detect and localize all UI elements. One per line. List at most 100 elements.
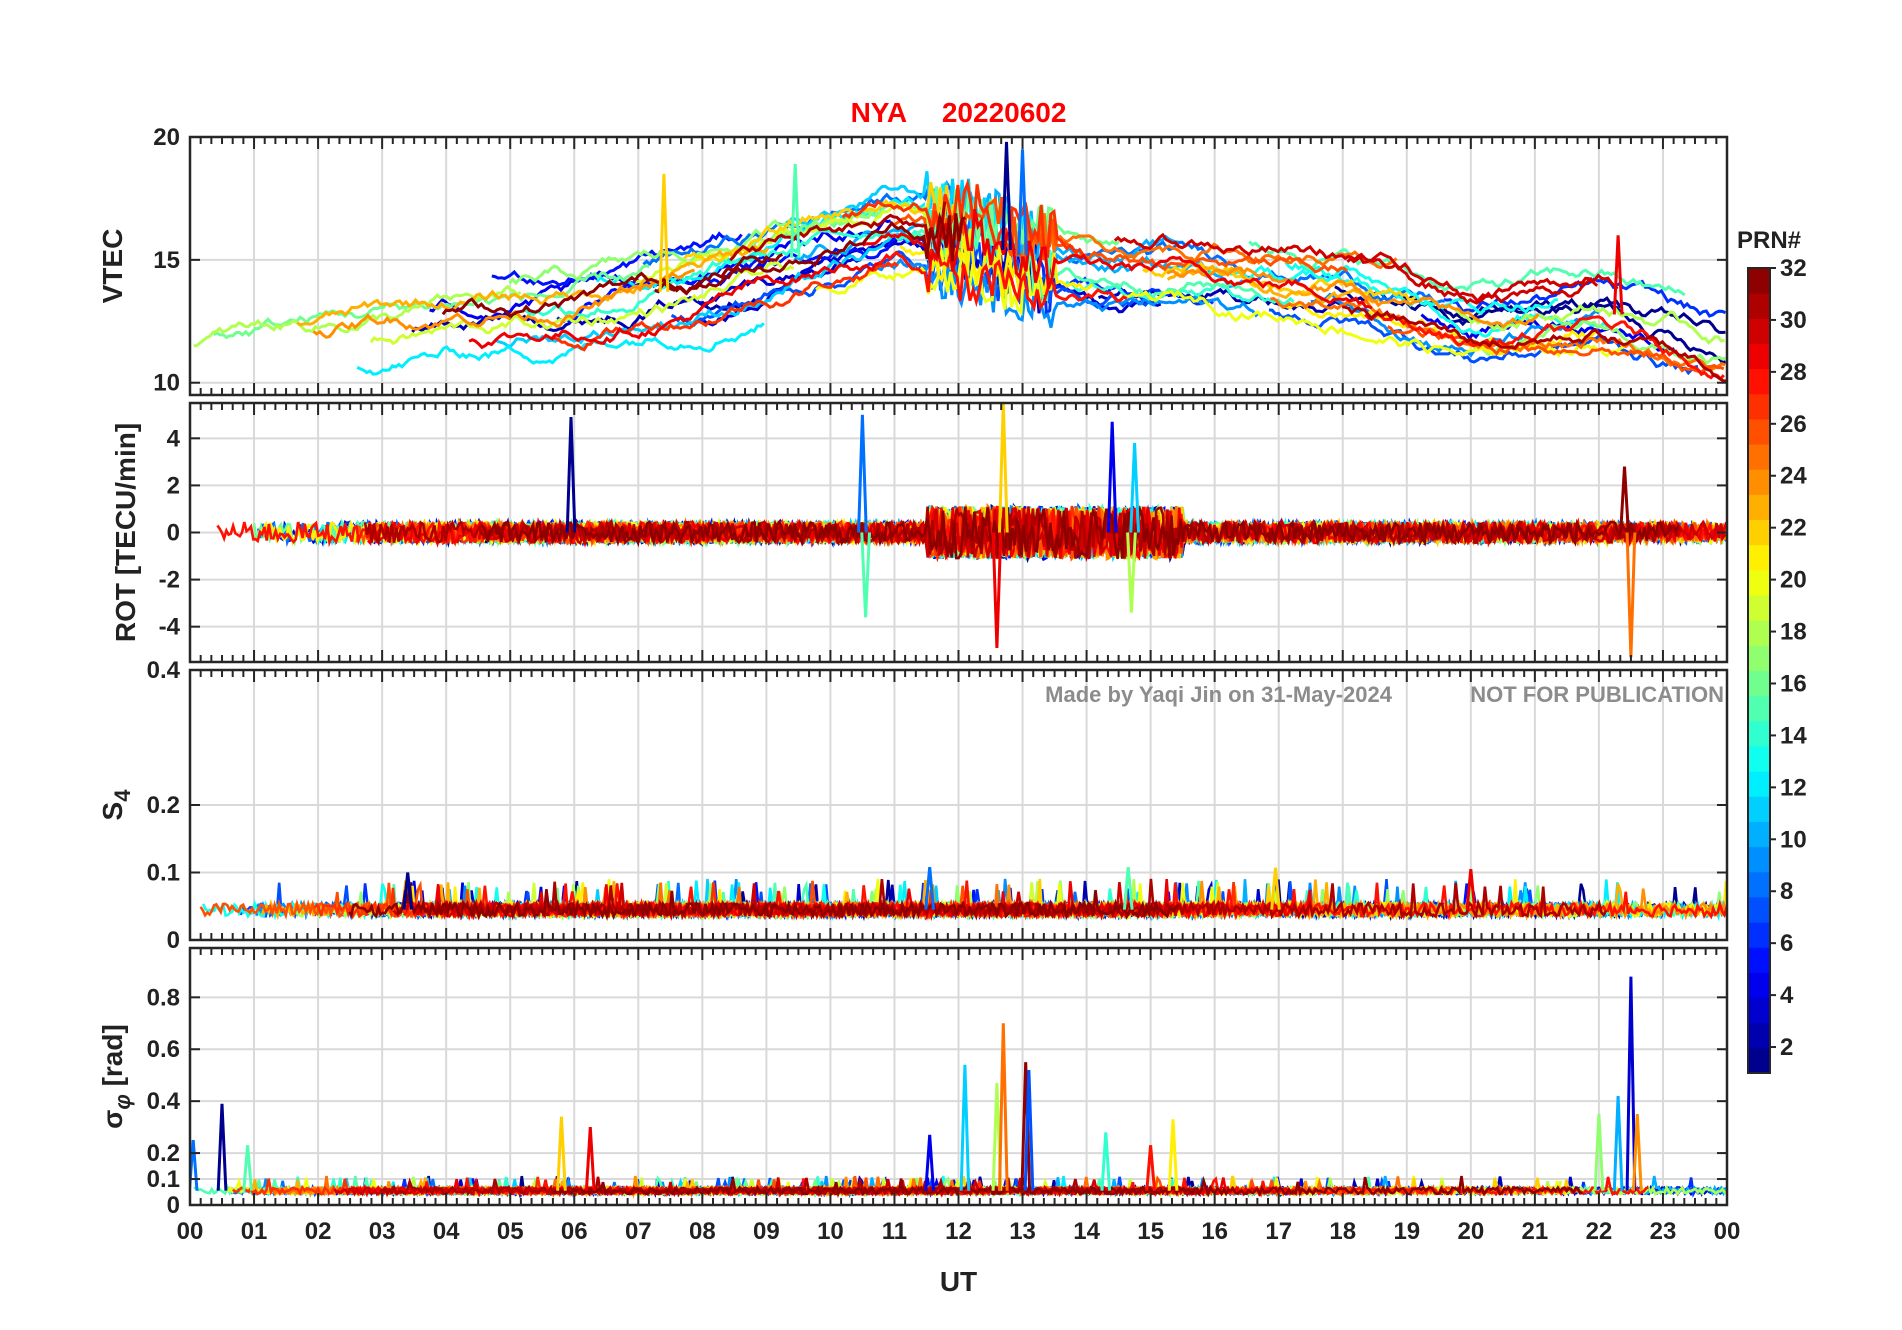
colorbar-label: PRN# <box>1737 227 1801 254</box>
y-ticks: 0 0.1 0.2 0.4 <box>147 657 1727 954</box>
colorbar-frame <box>1747 267 1771 1074</box>
peak-line <box>216 1103 228 1191</box>
series-line <box>891 195 1349 274</box>
y-axis-label: ROT [TECU/min] <box>110 423 141 642</box>
peak-line <box>1122 866 1134 910</box>
colorbar-segment <box>1748 293 1770 319</box>
peak-line <box>1632 1114 1643 1191</box>
peak-line <box>1106 421 1118 533</box>
x-ticks <box>189 948 1728 1205</box>
x-tick-label: 11 <box>882 1218 907 1245</box>
peak-line <box>1167 1119 1179 1191</box>
x-tick-label: 00 <box>177 1218 204 1245</box>
series-line <box>1166 266 1540 329</box>
peak-line <box>1612 1095 1624 1191</box>
peak-line <box>556 1116 567 1191</box>
series-line <box>493 226 941 349</box>
colorbar-segment <box>1748 620 1770 646</box>
peak-line <box>402 872 414 910</box>
series-line <box>841 178 1085 258</box>
colorbar-segment <box>1748 896 1770 923</box>
peak-line <box>857 414 868 533</box>
series-line <box>296 244 770 327</box>
y-axis-label: VTEC <box>97 229 128 304</box>
x-tick-label: 13 <box>1009 1218 1036 1245</box>
series-line <box>1268 308 1699 376</box>
series-line <box>468 262 880 350</box>
colorbar-segment <box>1748 695 1770 722</box>
peak-line <box>1017 149 1028 255</box>
colorbar-tick-label: 14 <box>1780 722 1807 749</box>
title-date: 20220602 <box>942 97 1067 128</box>
colorbar-segment <box>1748 595 1770 621</box>
series-line <box>632 202 930 284</box>
peak-line <box>1129 442 1140 533</box>
colorbar-segment <box>1748 418 1770 445</box>
y-tick-label: 0.8 <box>147 984 180 1011</box>
y-tick-label: -2 <box>159 567 180 594</box>
colorbar-tick-label: 16 <box>1780 670 1807 697</box>
colorbar-tick-label: 30 <box>1780 307 1807 334</box>
colorbar-segment <box>1748 922 1770 948</box>
peak-line <box>924 866 935 910</box>
peak-line <box>1126 532 1137 613</box>
y-ticks: -4 -2 0 2 4 <box>159 425 1727 641</box>
colorbar-segment <box>1748 343 1770 370</box>
x-tick-label: 00 <box>1714 1218 1741 1245</box>
x-ticks <box>189 670 1728 940</box>
y-tick-label: 20 <box>153 124 180 151</box>
colorbar-tick-label: 32 <box>1780 255 1807 282</box>
peak-line <box>565 417 577 533</box>
colorbar-segment <box>1748 821 1770 848</box>
colorbar-segment <box>1748 947 1770 973</box>
peak-line <box>1612 235 1624 315</box>
peak-group <box>402 866 1477 910</box>
peak-line <box>242 1145 253 1191</box>
x-tick-label: 08 <box>689 1218 716 1245</box>
x-tick-label: 03 <box>369 1218 396 1245</box>
x-tick-label: 20 <box>1457 1218 1484 1245</box>
series-line <box>815 247 1042 317</box>
x-tick-label: 17 <box>1265 1218 1292 1245</box>
peak-line <box>1020 1062 1032 1191</box>
peak-line <box>1270 867 1281 910</box>
colorbar-segment <box>1748 796 1770 822</box>
figure-title: NYA 20220602 <box>851 97 1067 128</box>
colorbar-segment <box>1748 368 1770 395</box>
colorbar-segment <box>1748 444 1770 470</box>
peak-group <box>658 141 1624 315</box>
peak-line <box>1145 1145 1156 1191</box>
series-line <box>654 211 967 296</box>
y-axis-label: σφ [rad] <box>97 1024 135 1129</box>
colorbar-tick-label: 4 <box>1780 982 1794 1009</box>
colorbar-segment <box>1748 393 1770 420</box>
colorbar-segment <box>1748 972 1770 999</box>
series-line <box>480 504 1680 560</box>
y-ticks: 10 15 20 <box>153 124 1727 397</box>
x-tick-label: 23 <box>1650 1218 1677 1245</box>
series-line <box>491 231 743 287</box>
y-tick-label: 2 <box>167 472 180 499</box>
peak-line <box>991 532 1003 648</box>
series-line <box>523 209 952 319</box>
x-ticks <box>189 403 1728 662</box>
panel-rot: -4 -2 0 2 4 ROT [TECU/min] <box>110 401 1729 664</box>
series-line <box>193 284 522 348</box>
series-line <box>1364 312 1725 382</box>
peak-line <box>998 403 1009 533</box>
y-tick-label: -4 <box>159 614 181 641</box>
x-tick-label: 07 <box>625 1218 652 1245</box>
x-tick-label: 09 <box>753 1218 780 1245</box>
series-line <box>1248 240 1686 297</box>
peak-line <box>1023 1069 1035 1191</box>
x-tick-label: 02 <box>305 1218 332 1245</box>
x-tick-label: 19 <box>1393 1218 1420 1245</box>
series-line <box>1113 232 1619 305</box>
watermark-author: Made by Yaqi Jin on 31-May-2024 <box>1045 682 1393 707</box>
colorbar-segment <box>1748 645 1770 671</box>
peak-line <box>789 163 801 258</box>
series-line <box>899 228 1094 298</box>
